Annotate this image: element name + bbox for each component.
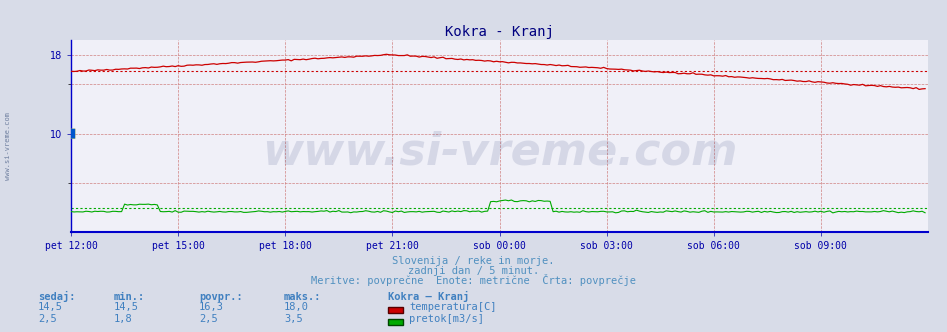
Text: min.:: min.:: [114, 292, 145, 302]
Text: 14,5: 14,5: [38, 302, 63, 312]
Text: 18,0: 18,0: [284, 302, 309, 312]
Text: 2,5: 2,5: [38, 314, 57, 324]
Text: 3,5: 3,5: [284, 314, 303, 324]
Text: Kokra – Kranj: Kokra – Kranj: [388, 291, 470, 302]
Text: zadnji dan / 5 minut.: zadnji dan / 5 minut.: [408, 266, 539, 276]
Text: Slovenija / reke in morje.: Slovenija / reke in morje.: [392, 256, 555, 266]
Text: 14,5: 14,5: [114, 302, 138, 312]
Text: 1,8: 1,8: [114, 314, 133, 324]
Text: www.si-vreme.com: www.si-vreme.com: [261, 130, 738, 173]
Text: www.si-vreme.com: www.si-vreme.com: [5, 112, 10, 180]
Text: 2,5: 2,5: [199, 314, 218, 324]
Text: 16,3: 16,3: [199, 302, 223, 312]
Text: maks.:: maks.:: [284, 292, 322, 302]
Text: povpr.:: povpr.:: [199, 292, 242, 302]
Text: pretok[m3/s]: pretok[m3/s]: [409, 314, 484, 324]
Title: Kokra - Kranj: Kokra - Kranj: [445, 25, 554, 39]
Text: Meritve: povprečne  Enote: metrične  Črta: povprečje: Meritve: povprečne Enote: metrične Črta:…: [311, 274, 636, 286]
Text: sedaj:: sedaj:: [38, 291, 76, 302]
Text: temperatura[C]: temperatura[C]: [409, 302, 496, 312]
